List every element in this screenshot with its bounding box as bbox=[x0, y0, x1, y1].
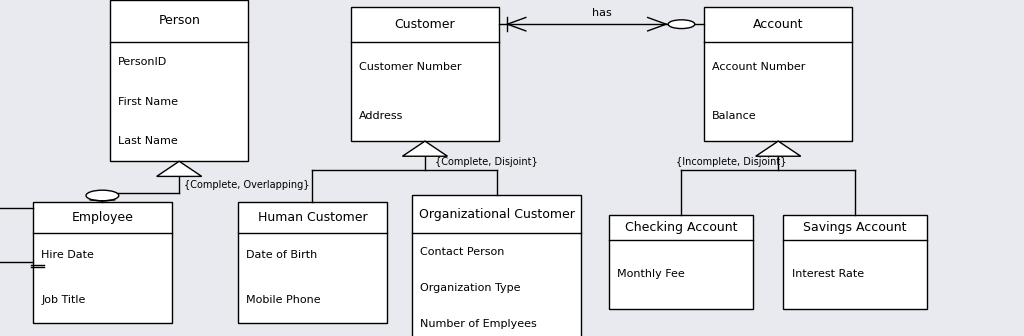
Text: First Name: First Name bbox=[118, 97, 178, 107]
Text: PersonID: PersonID bbox=[118, 57, 168, 67]
Text: {Complete, Overlapping}: {Complete, Overlapping} bbox=[184, 180, 310, 190]
Text: Date of Birth: Date of Birth bbox=[246, 250, 317, 260]
Text: {Complete, Disjoint}: {Complete, Disjoint} bbox=[435, 157, 538, 167]
Text: Address: Address bbox=[358, 111, 403, 121]
Text: Job Title: Job Title bbox=[41, 295, 86, 305]
Text: Monthly Fee: Monthly Fee bbox=[617, 269, 685, 279]
Text: Interest Rate: Interest Rate bbox=[792, 269, 863, 279]
Bar bbox=[705, 7, 852, 141]
Bar bbox=[350, 7, 499, 141]
Text: Person: Person bbox=[159, 14, 200, 28]
Text: Mobile Phone: Mobile Phone bbox=[246, 295, 321, 305]
Text: Customer Number: Customer Number bbox=[358, 61, 462, 72]
Text: {Incomplete, Disjoint}: {Incomplete, Disjoint} bbox=[676, 157, 786, 167]
Polygon shape bbox=[157, 161, 202, 176]
Text: Number of Emplyees: Number of Emplyees bbox=[420, 320, 538, 330]
Circle shape bbox=[668, 20, 694, 29]
Text: Checking Account: Checking Account bbox=[625, 221, 737, 234]
Polygon shape bbox=[402, 141, 447, 156]
Bar bbox=[238, 202, 386, 323]
Text: Employee: Employee bbox=[72, 211, 133, 224]
Bar bbox=[33, 202, 172, 323]
Bar bbox=[110, 0, 248, 161]
Text: Organizational Customer: Organizational Customer bbox=[419, 208, 574, 221]
Text: Account: Account bbox=[753, 18, 804, 31]
Polygon shape bbox=[756, 141, 801, 156]
Text: Balance: Balance bbox=[713, 111, 757, 121]
Text: has: has bbox=[592, 8, 611, 18]
Text: Savings Account: Savings Account bbox=[803, 221, 907, 234]
Text: Account Number: Account Number bbox=[713, 61, 806, 72]
Bar bbox=[609, 215, 753, 309]
Text: Last Name: Last Name bbox=[118, 136, 178, 146]
Bar bbox=[783, 215, 927, 309]
Text: Hire Date: Hire Date bbox=[41, 250, 94, 260]
Bar bbox=[412, 195, 582, 336]
Text: Contact Person: Contact Person bbox=[420, 247, 505, 257]
Text: Human Customer: Human Customer bbox=[257, 211, 368, 224]
Text: Organization Type: Organization Type bbox=[420, 283, 521, 293]
Circle shape bbox=[86, 190, 119, 201]
Text: Customer: Customer bbox=[394, 18, 456, 31]
